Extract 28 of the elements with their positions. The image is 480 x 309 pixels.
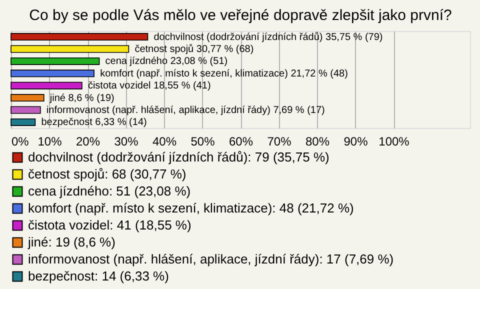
x-tick-label: 20%: [76, 134, 100, 148]
data-label: cena jízdného 23,08 % (51): [105, 56, 228, 68]
x-tick-label: 10%: [38, 134, 62, 148]
x-tick-label: 60%: [228, 134, 254, 148]
chart-title: Co by se podle Vás mělo ve veřejné dopravě zlepšit jako první?: [29, 7, 452, 24]
legend-label: čistota vozidel: 41 (18,55 %): [28, 218, 192, 232]
data-label: dochvilnost (dodržování jízdních řádů) 35,75 % (79): [154, 30, 383, 43]
data-label: komfort (např. místo k sezení, klimatizace) 21,72 % (48): [100, 68, 348, 80]
legend-label: dochvilnost (dodržování jízdních řádů): 79 (35,75 %): [28, 150, 330, 164]
x-tick-label: 100%: [378, 134, 410, 148]
data-label: četnost spojů 30,77 % (68): [134, 42, 254, 55]
x-tick-label: 0%: [12, 134, 30, 148]
legend-label: jiné: 19 (8,6 %): [27, 234, 116, 250]
x-tick-label: 50%: [190, 134, 216, 148]
x-tick-label: 90%: [344, 134, 368, 148]
data-label: čistota vozidel 18,55 % (41): [88, 80, 211, 92]
data-label: bezpečnost 6,33 % (14): [41, 117, 147, 128]
legend-label: komfort (např. místo k sezení, klimatizace): 48 (21,72 %): [28, 200, 354, 216]
x-tick-label: 70%: [267, 134, 292, 148]
data-label: informovanost (např. hlášení, aplikace, jízdní řády) 7,69 % (17): [46, 105, 325, 116]
legend-label: bezpečnost: 14 (6,33 %): [28, 268, 169, 284]
legend-label: informovanost (např. hlášení, aplikace, jízdní řády): 17 (7,69 %): [28, 252, 394, 266]
legend-label: cena jízdného: 51 (23,08 %): [28, 184, 191, 198]
x-tick-label: 80%: [305, 134, 330, 148]
x-tick-label: 30%: [114, 134, 139, 148]
legend-label: četnost spojů: 68 (30,77 %): [28, 166, 186, 182]
x-tick-label: 40%: [152, 134, 177, 148]
data-label: jiné 8,6 % (19): [48, 92, 114, 104]
